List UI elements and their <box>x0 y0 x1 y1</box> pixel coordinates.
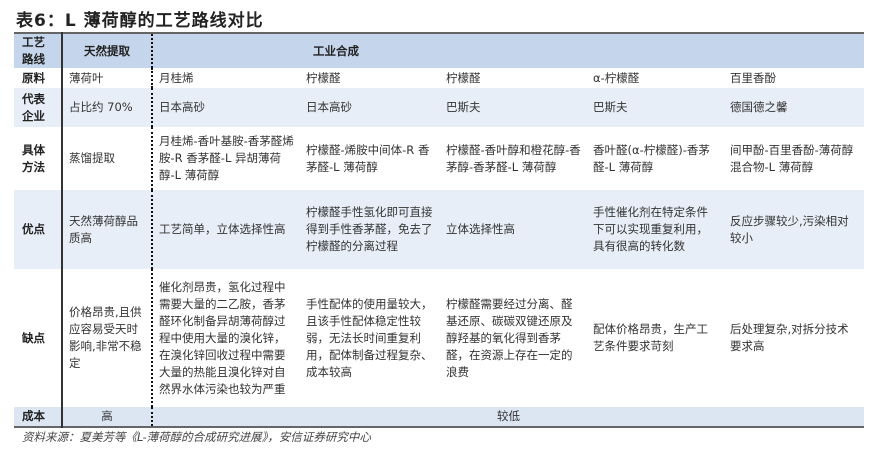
header-industrial: 工业合成 <box>152 33 865 68</box>
header-label: 工艺路线 <box>14 33 63 68</box>
table-row-cost: 成本 高 较低 <box>14 407 865 427</box>
cell: 手性配体的使用量较大，且该手性配体稳定性较弱，无法长时间重复利用，配体制备过程复… <box>300 269 440 407</box>
cell: α-柠檬醛 <box>587 68 724 88</box>
cell: 日本高砂 <box>300 88 440 127</box>
cell: 占比约 70% <box>62 88 153 127</box>
table-title: 表6：L 薄荷醇的工艺路线对比 <box>16 11 264 31</box>
cell: 间甲酚-百里香酚-薄荷醇混合物-L 薄荷醇 <box>724 127 865 190</box>
cell: 日本高砂 <box>152 88 300 127</box>
comparison-table: 工艺路线 天然提取 工业合成 原料 薄荷叶 月桂烯 柠檬醛 柠檬醛 α-柠檬醛 … <box>14 32 865 428</box>
cell: 柠檬醛需要经过分离、醛基还原、碳碳双键还原及醇羟基的氧化得到香茅醛，在资源上存在… <box>440 269 587 407</box>
table-row-method: 具体方法 蒸馏提取 月桂烯-香叶基胺-香茅醛烯胺-R 香茅醛-L 异胡薄荷醇-L… <box>14 127 865 190</box>
table-row-raw: 原料 薄荷叶 月桂烯 柠檬醛 柠檬醛 α-柠檬醛 百里香酚 <box>14 68 865 88</box>
cell: 手性催化剂在特定条件下可以实现重复利用，具有很高的转化数 <box>587 190 724 269</box>
cell: 柠檬醛-烯胺中间体-R 香茅醛-L 薄荷醇 <box>300 127 440 190</box>
cell: 工艺简单，立体选择性高 <box>152 190 300 269</box>
row-label: 缺点 <box>14 269 63 407</box>
cell: 月桂烯-香叶基胺-香茅醛烯胺-R 香茅醛-L 异胡薄荷醇-L 薄荷醇 <box>152 127 300 190</box>
table-row-company: 代表企业 占比约 70% 日本高砂 日本高砂 巴斯夫 巴斯夫 德国德之馨 <box>14 88 865 127</box>
cell: 配体价格昂贵，生产工艺条件要求苛刻 <box>587 269 724 407</box>
cell: 薄荷叶 <box>62 68 153 88</box>
cell: 立体选择性高 <box>440 190 587 269</box>
table-row-cons: 缺点 价格昂贵,且供应容易受天时影响,非常不稳定 催化剂昂贵，氢化过程中需要大量… <box>14 269 865 407</box>
cell: 价格昂贵,且供应容易受天时影响,非常不稳定 <box>62 269 153 407</box>
cell: 后处理复杂,对拆分技术要求高 <box>724 269 865 407</box>
row-label: 代表企业 <box>14 88 63 127</box>
row-label: 优点 <box>14 190 63 269</box>
row-label: 具体方法 <box>14 127 63 190</box>
row-label: 成本 <box>14 407 63 427</box>
cell: 巴斯夫 <box>440 88 587 127</box>
cell: 柠檬醛手性氢化即可直接得到手性香茅醛，免去了柠檬醛的分离过程 <box>300 190 440 269</box>
cell: 月桂烯 <box>152 68 300 88</box>
cell: 蒸馏提取 <box>62 127 153 190</box>
cell: 巴斯夫 <box>587 88 724 127</box>
header-natural: 天然提取 <box>62 33 153 68</box>
cell: 天然薄荷醇品质高 <box>62 190 153 269</box>
cell: 柠檬醛 <box>300 68 440 88</box>
cell: 高 <box>62 407 153 427</box>
source-note: 资料来源：夏美芳等《L-薄荷醇的合成研究进展》，安信证券研究中心 <box>22 430 371 444</box>
cell: 德国德之馨 <box>724 88 865 127</box>
cell: 反应步骤较少,污染相对较小 <box>724 190 865 269</box>
cell: 柠檬醛 <box>440 68 587 88</box>
cell: 百里香酚 <box>724 68 865 88</box>
row-label: 原料 <box>14 68 63 88</box>
table-row-pros: 优点 天然薄荷醇品质高 工艺简单，立体选择性高 柠檬醛手性氢化即可直接得到手性香… <box>14 190 865 269</box>
cell: 柠檬醛-香叶醇和橙花醇-香茅醇-香茅醛-L 薄荷醇 <box>440 127 587 190</box>
cell: 香叶醛(α-柠檬醛)-香茅醛-L 薄荷醇 <box>587 127 724 190</box>
cell: 较低 <box>152 407 865 427</box>
header-row: 工艺路线 天然提取 工业合成 <box>14 33 865 68</box>
cell: 催化剂昂贵，氢化过程中需要大量的二乙胺，香茅醛环化制备异胡薄荷醇过程中使用大量的… <box>152 269 300 407</box>
